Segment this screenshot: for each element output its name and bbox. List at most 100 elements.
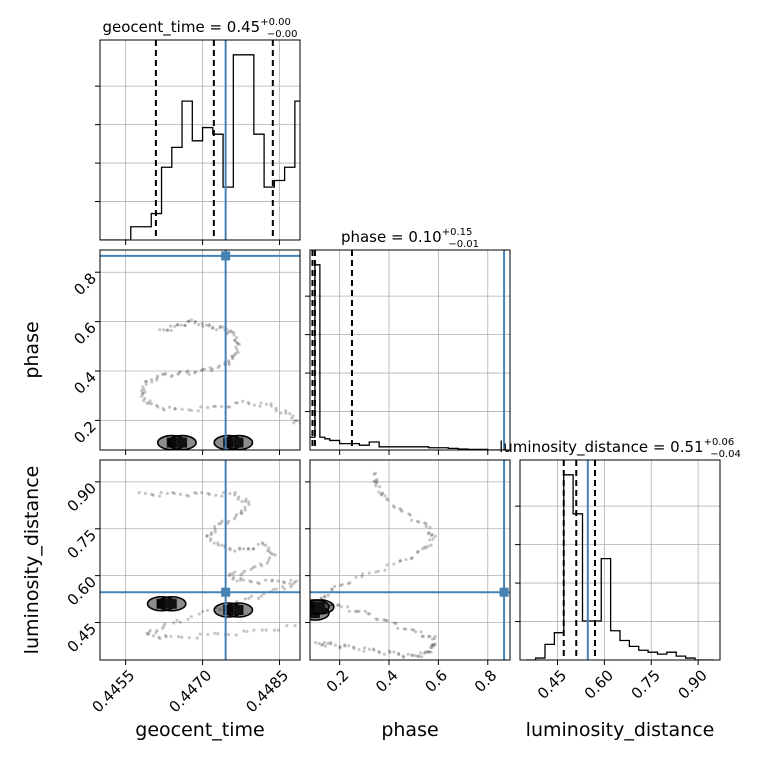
sample-point [141, 392, 145, 396]
sample-point [268, 556, 272, 560]
sample-point [227, 574, 232, 578]
sample-point [137, 490, 141, 495]
sample-point [187, 319, 191, 323]
sample-point [171, 490, 175, 495]
sample-point [338, 645, 342, 649]
sample-point [166, 328, 170, 332]
sample-point [372, 648, 376, 652]
sample-point [381, 491, 385, 495]
sample-point [227, 632, 231, 637]
sample-point [227, 519, 231, 523]
sample-point [421, 547, 425, 551]
density-peak-2 [314, 601, 325, 612]
sample-point [347, 609, 351, 613]
sample-point [245, 629, 249, 634]
sample-point [150, 492, 154, 496]
density-peak-3 [233, 437, 244, 448]
sample-point [282, 581, 287, 585]
sample-point [367, 571, 371, 575]
sample-point [235, 579, 239, 583]
sample-point [383, 618, 388, 622]
sample-point [284, 409, 288, 413]
sample-point [142, 399, 146, 403]
sample-point [239, 576, 243, 580]
sample-point [246, 547, 251, 551]
sample-point [375, 478, 379, 482]
sample-point [183, 323, 187, 328]
sample-point [209, 532, 213, 537]
sample-point [142, 387, 146, 392]
sample-point [423, 521, 427, 525]
sample-point [218, 326, 222, 330]
xtick-label-luminosity_distance-0: 0.45 [534, 666, 570, 702]
sample-point [366, 611, 370, 616]
sample-point [208, 539, 212, 543]
sample-point [259, 401, 263, 405]
sample-point [251, 547, 255, 551]
sample-point [281, 580, 286, 584]
sample-point [367, 647, 372, 651]
sample-point [178, 370, 182, 374]
sample-point [424, 522, 428, 526]
sample-point [187, 636, 191, 640]
sample-point [163, 371, 168, 376]
sample-point [159, 490, 163, 495]
sample-point [241, 578, 246, 582]
sample-point [290, 416, 294, 420]
sample-point [263, 578, 268, 582]
sample-point [340, 582, 344, 587]
sample-point [234, 335, 239, 340]
xtick-label-phase-3: 0.8 [471, 666, 501, 696]
sample-point [291, 582, 295, 587]
sample-point [430, 643, 434, 647]
sample-point [410, 628, 414, 632]
sample-point [348, 581, 352, 585]
sample-point [227, 405, 232, 409]
sample-point [218, 324, 223, 329]
sample-point [419, 651, 423, 655]
sample-point [247, 596, 251, 600]
sample-point [149, 377, 154, 382]
sample-point [231, 575, 236, 580]
sample-point [247, 500, 251, 504]
sample-point [226, 330, 230, 334]
sample-point [413, 653, 418, 658]
sample-point [206, 632, 210, 637]
sample-point [199, 405, 203, 409]
sample-point [171, 621, 176, 625]
sample-point [220, 405, 224, 409]
sample-point [179, 323, 183, 327]
sample-point [346, 582, 350, 586]
sample-point [274, 409, 278, 413]
sample-point [269, 404, 273, 408]
histogram-luminosity_distance [526, 474, 714, 660]
sample-point [243, 508, 247, 512]
sample-point [376, 569, 380, 573]
sample-point [256, 581, 260, 585]
sample-point [362, 646, 367, 650]
sample-point [433, 534, 437, 538]
sample-point [202, 367, 207, 371]
sample-point [187, 372, 191, 376]
sample-point [200, 367, 205, 371]
sample-point [266, 558, 271, 563]
sample-point [232, 517, 237, 521]
sample-point [243, 505, 247, 509]
sample-point [233, 490, 237, 495]
sample-point [391, 504, 396, 508]
sample-point [276, 628, 281, 632]
sample-point [175, 323, 179, 327]
sample-point [410, 653, 414, 657]
sample-point [241, 571, 245, 575]
sample-point [226, 521, 230, 526]
sample-point [414, 630, 418, 634]
sample-point [377, 651, 382, 655]
sample-point [380, 492, 384, 496]
truth-marker-luminosity_distance-vs-geocent_time [221, 587, 231, 597]
sample-point [319, 596, 323, 600]
sample-point [431, 642, 436, 646]
xtick-label-luminosity_distance-2: 0.75 [628, 666, 664, 702]
xtick-label-geocent_time-0: 0.4455 [89, 666, 139, 716]
sample-point [248, 579, 252, 583]
